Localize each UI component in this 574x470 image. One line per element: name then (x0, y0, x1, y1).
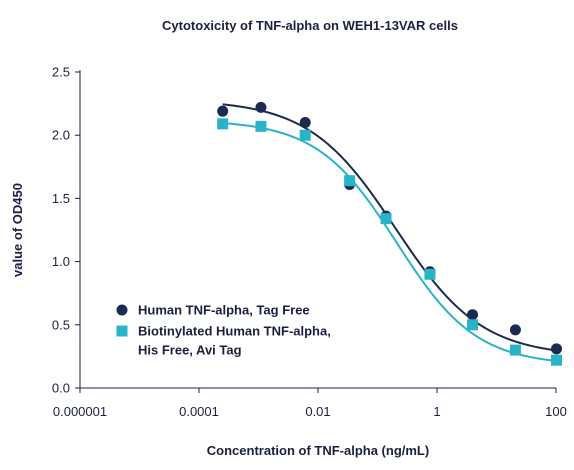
data-point-square (344, 175, 356, 187)
data-point-circle (509, 324, 521, 336)
data-point-circle (466, 309, 478, 321)
fit-curve-2 (222, 122, 557, 362)
fit-curves (222, 103, 557, 362)
x-tick-label: 1 (433, 404, 440, 419)
axes: 0.0 0.5 1.0 1.5 2.0 2.5 0.000001 0.0001 0.01 1 100 (52, 65, 567, 420)
legend-label: Biotinylated Human TNF-alpha, His Free, A… (138, 324, 331, 358)
y-tick-label: 0.0 (52, 381, 70, 396)
legend-marker-square (116, 325, 128, 337)
x-tick-label: 0.000001 (53, 404, 107, 419)
data-point-square (299, 129, 311, 141)
data-point-square (380, 213, 392, 225)
data-point-square (424, 268, 436, 280)
y-tick-label: 0.5 (52, 317, 70, 332)
data-point-circle (255, 101, 267, 113)
x-axis-label: Concentration of TNF-alpha (ng/mL) (207, 443, 429, 458)
legend-marker-circle (116, 304, 128, 316)
chart-title: Cytotoxicity of TNF-alpha on WEH1-13VAR … (162, 18, 458, 33)
data-points (217, 101, 563, 366)
data-point-square (509, 344, 521, 356)
x-tick-label: 0.01 (305, 404, 330, 419)
data-point-circle (551, 343, 563, 355)
x-tick-label: 0.0001 (179, 404, 219, 419)
data-point-square (551, 354, 563, 366)
y-tick-label: 1.5 (52, 191, 70, 206)
data-point-square (466, 319, 478, 331)
y-tick-label: 1.0 (52, 254, 70, 269)
y-axis-label: value of OD450 (10, 183, 25, 277)
data-point-circle (217, 105, 229, 117)
data-point-square (217, 118, 229, 130)
x-tick-label: 100 (545, 404, 567, 419)
data-point-circle (299, 117, 311, 129)
y-tick-label: 2.5 (52, 65, 70, 80)
legend-label: Human TNF-alpha, Tag Free (138, 303, 310, 318)
y-tick-label: 2.0 (52, 128, 70, 143)
data-point-square (255, 120, 267, 132)
legend: Human TNF-alpha, Tag Free Biotinylated Hu… (116, 303, 331, 358)
